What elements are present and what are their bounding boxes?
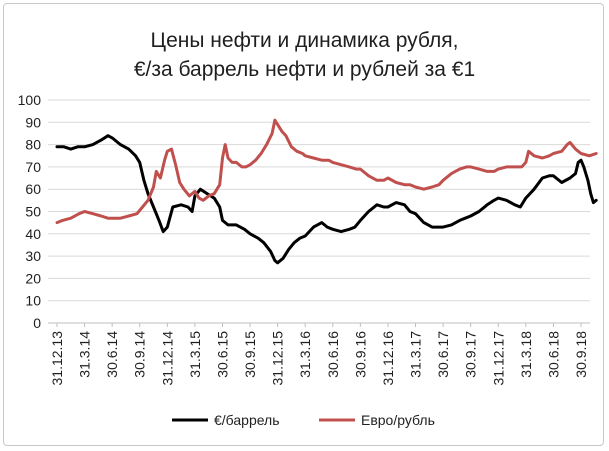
y-tick-label: 0 (33, 315, 41, 331)
chart-title-line-2: €/за баррель нефти и рублей за €1 (133, 58, 476, 81)
x-tick-label: 30.6.17 (435, 331, 451, 378)
chart-title: Цены нефти и динамика рубля, €/за баррел… (0, 26, 609, 84)
y-tick-label: 60 (25, 181, 41, 197)
x-tick-label: 30.9.17 (463, 331, 479, 378)
x-tick-label: 31.3.16 (297, 331, 313, 378)
y-tick-label: 90 (25, 114, 41, 130)
y-tick-label: 10 (25, 293, 41, 309)
x-tick-label: 31.12.13 (49, 331, 65, 386)
x-tick-label: 30.9.16 (352, 331, 368, 378)
x-tick-label: 31.12.15 (270, 331, 286, 386)
y-tick-label: 20 (25, 270, 41, 286)
chart-border (3, 3, 604, 446)
x-tick-label: 30.6.15 (214, 331, 230, 378)
x-tick-label: 30.6.16 (325, 331, 341, 378)
y-tick-label: 50 (25, 204, 41, 220)
legend-label: €/баррель (214, 412, 280, 428)
x-tick-label: 31.12.17 (490, 331, 506, 386)
y-tick-label: 30 (25, 248, 41, 264)
x-tick-label: 31.3.15 (187, 331, 203, 378)
x-tick-label: 31.12.14 (159, 331, 175, 386)
x-tick-label: 31.3.18 (518, 331, 534, 378)
x-tick-label: 30.9.15 (242, 331, 258, 378)
x-tick-label: 30.6.14 (104, 331, 120, 378)
x-tick-label: 30.9.18 (573, 331, 589, 378)
x-tick-label: 31.3.17 (408, 331, 424, 378)
x-tick-label: 31.3.14 (77, 331, 93, 378)
series-line-2 (55, 118, 598, 225)
y-tick-label: 100 (18, 92, 42, 108)
x-tick-label: 31.12.16 (380, 331, 396, 386)
y-tick-label: 70 (25, 159, 41, 175)
series-line-1 (55, 134, 598, 265)
y-tick-label: 40 (25, 226, 41, 242)
x-tick-label: 30.6.18 (545, 331, 561, 378)
legend-label: Евро/рубль (361, 412, 435, 428)
chart-title-line-1: Цены нефти и динамика рубля, (150, 29, 459, 52)
y-tick-label: 80 (25, 137, 41, 153)
x-tick-label: 30.9.14 (132, 331, 148, 378)
